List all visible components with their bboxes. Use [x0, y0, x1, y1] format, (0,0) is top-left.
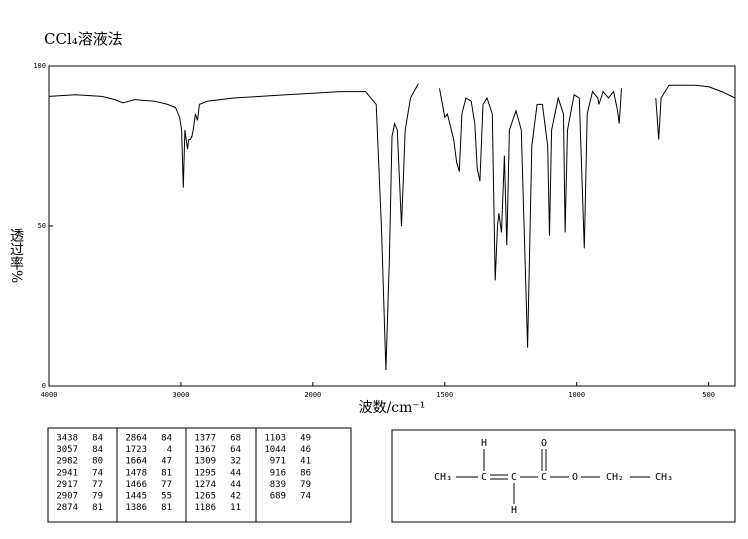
peak-transmittance: 81 — [161, 503, 172, 513]
atom-label: O — [572, 472, 578, 483]
atom-label: H — [481, 438, 487, 449]
peak-wavenumber: 1367 — [194, 445, 216, 455]
peak-transmittance: 64 — [230, 445, 241, 455]
peak-wavenumber: 1723 — [125, 445, 147, 455]
atom-label: CH₂ — [606, 472, 624, 483]
spectrum-line — [655, 84, 736, 140]
peak-wavenumber: 1386 — [125, 503, 147, 513]
peak-transmittance: 77 — [161, 480, 172, 490]
peak-transmittance: 47 — [161, 457, 172, 467]
peak-wavenumber: 1274 — [194, 480, 216, 490]
atom-label: C — [541, 472, 547, 483]
chart-title: CCl₄溶液法 — [44, 30, 123, 48]
atom-label: CH₃ — [655, 472, 673, 483]
peak-transmittance: 49 — [300, 434, 311, 444]
x-tick-label: 1000 — [568, 391, 585, 399]
peak-wavenumber: 2941 — [56, 468, 78, 478]
x-tick-label: 3000 — [172, 391, 189, 399]
peak-transmittance: 4 — [167, 445, 172, 455]
peak-wavenumber: 1295 — [194, 468, 216, 478]
peak-wavenumber: 2982 — [56, 457, 78, 467]
x-tick-label: 1500 — [436, 391, 453, 399]
peak-wavenumber: 1466 — [125, 480, 147, 490]
peak-transmittance: 81 — [92, 503, 103, 513]
peak-wavenumber: 1044 — [264, 445, 286, 455]
plot-frame — [48, 65, 736, 387]
peak-wavenumber: 2917 — [56, 480, 78, 490]
peak-wavenumber: 1377 — [194, 434, 216, 444]
peak-transmittance: 11 — [230, 503, 241, 513]
peak-wavenumber: 1103 — [264, 434, 286, 444]
peak-transmittance: 81 — [161, 468, 172, 478]
atom-label: H — [511, 505, 517, 516]
peak-wavenumber: 971 — [270, 457, 286, 467]
peak-transmittance: 44 — [230, 468, 241, 478]
peak-wavenumber: 1309 — [194, 457, 216, 467]
x-tick-label: 2000 — [304, 391, 321, 399]
peak-transmittance: 84 — [92, 445, 103, 455]
x-tick-label: 500 — [702, 391, 715, 399]
peak-wavenumber: 839 — [270, 480, 286, 490]
structure-frame — [391, 429, 736, 523]
atom-label: O — [541, 438, 547, 449]
peak-transmittance: 77 — [92, 480, 103, 490]
peak-transmittance: 68 — [230, 434, 241, 444]
bonds — [456, 449, 650, 504]
peak-transmittance: 44 — [230, 480, 241, 490]
peak-wavenumber: 1445 — [125, 492, 147, 502]
peak-transmittance: 79 — [300, 480, 311, 490]
peak-transmittance: 84 — [92, 434, 103, 444]
atom-label: C — [481, 472, 487, 483]
spectrum-line — [48, 83, 419, 371]
peak-wavenumber: 689 — [270, 492, 286, 502]
spectrum-line — [439, 88, 622, 348]
y-tick-label: 100 — [33, 62, 46, 70]
x-axis-label: 波数/cm⁻¹ — [359, 400, 426, 416]
peak-transmittance: 80 — [92, 457, 103, 467]
peak-transmittance: 41 — [300, 457, 311, 467]
x-tick-label: 4000 — [41, 391, 58, 399]
peak-transmittance: 32 — [230, 457, 241, 467]
peak-table-frame — [47, 427, 352, 523]
peak-transmittance: 55 — [161, 492, 172, 502]
peak-wavenumber: 1265 — [194, 492, 216, 502]
peak-transmittance: 86 — [300, 468, 311, 478]
y-axis-label: 透过率% — [8, 228, 24, 283]
peak-wavenumber: 1664 — [125, 457, 147, 467]
y-tick-label: 50 — [38, 222, 46, 230]
peak-transmittance: 84 — [161, 434, 172, 444]
atom-label: C — [511, 472, 517, 483]
atom-label: CH₃ — [434, 472, 452, 483]
peak-wavenumber: 3438 — [56, 434, 78, 444]
peak-transmittance: 74 — [300, 492, 311, 502]
peak-wavenumber: 3057 — [56, 445, 78, 455]
peak-wavenumber: 1478 — [125, 468, 147, 478]
peak-wavenumber: 916 — [270, 468, 286, 478]
peak-wavenumber: 2864 — [125, 434, 147, 444]
y-tick-label: 0 — [42, 382, 46, 390]
peak-transmittance: 42 — [230, 492, 241, 502]
peak-wavenumber: 1186 — [194, 503, 216, 513]
peak-wavenumber: 2907 — [56, 492, 78, 502]
peak-transmittance: 46 — [300, 445, 311, 455]
peak-transmittance: 74 — [92, 468, 103, 478]
peak-transmittance: 79 — [92, 492, 103, 502]
peak-wavenumber: 2874 — [56, 503, 78, 513]
